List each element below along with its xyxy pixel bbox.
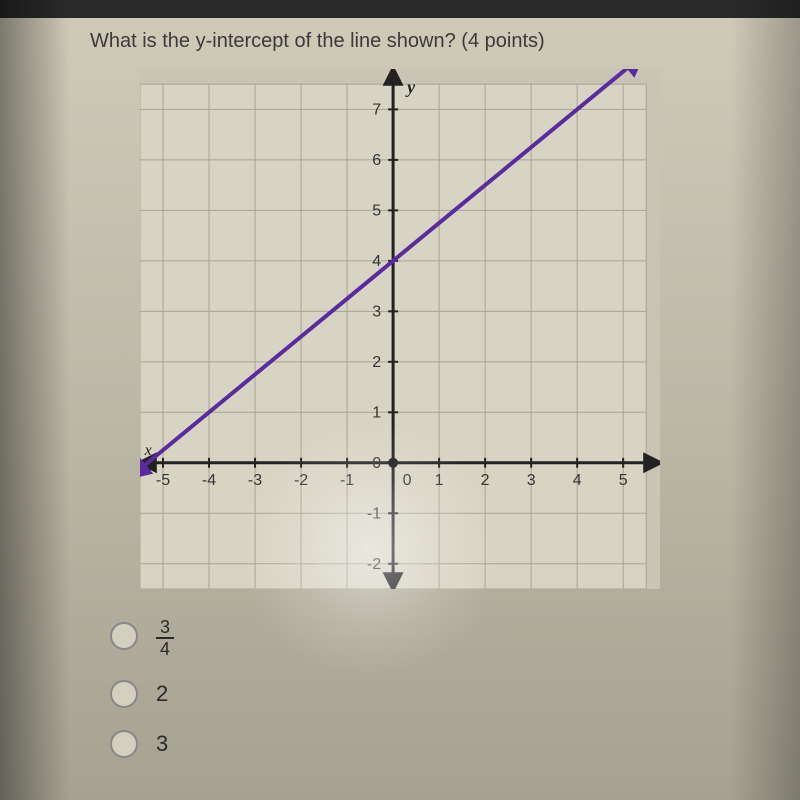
svg-text:y: y <box>405 77 416 97</box>
svg-text:x: x <box>144 442 152 459</box>
svg-text:0: 0 <box>403 472 412 489</box>
svg-text:-1: -1 <box>367 505 381 522</box>
svg-text:2: 2 <box>372 354 381 371</box>
svg-text:5: 5 <box>619 472 628 489</box>
svg-text:5: 5 <box>372 202 381 219</box>
svg-text:-4: -4 <box>202 472 216 489</box>
svg-text:0: 0 <box>372 455 381 472</box>
svg-text:3: 3 <box>527 472 536 489</box>
coordinate-graph: -5 -4 -3 -2 -1 1 2 3 4 5 -2 -1 0 1 2 3 4 5 6 7 0 y x <box>140 69 660 589</box>
answer-option[interactable]: 34 <box>110 613 710 658</box>
answer-option[interactable]: 3 <box>110 730 710 758</box>
svg-text:1: 1 <box>372 404 381 421</box>
svg-text:-3: -3 <box>248 472 262 489</box>
svg-text:2: 2 <box>481 472 490 489</box>
svg-text:4: 4 <box>573 472 582 489</box>
svg-text:7: 7 <box>372 101 381 118</box>
svg-text:-2: -2 <box>294 472 308 489</box>
svg-text:6: 6 <box>372 152 381 169</box>
svg-text:-5: -5 <box>156 472 170 489</box>
svg-text:-1: -1 <box>340 472 354 489</box>
radio-button[interactable] <box>110 730 138 758</box>
question-text: What is the y-intercept of the line show… <box>90 30 710 53</box>
option-label: 2 <box>156 681 168 707</box>
svg-text:4: 4 <box>372 253 381 270</box>
answer-options: 34 2 3 <box>110 613 710 758</box>
answer-option[interactable]: 2 <box>110 680 710 708</box>
svg-text:3: 3 <box>372 303 381 320</box>
radio-button[interactable] <box>110 622 138 650</box>
option-label: 34 <box>156 613 174 658</box>
option-label: 3 <box>156 731 168 757</box>
radio-button[interactable] <box>110 680 138 708</box>
svg-text:-2: -2 <box>367 556 381 573</box>
svg-text:1: 1 <box>435 472 444 489</box>
